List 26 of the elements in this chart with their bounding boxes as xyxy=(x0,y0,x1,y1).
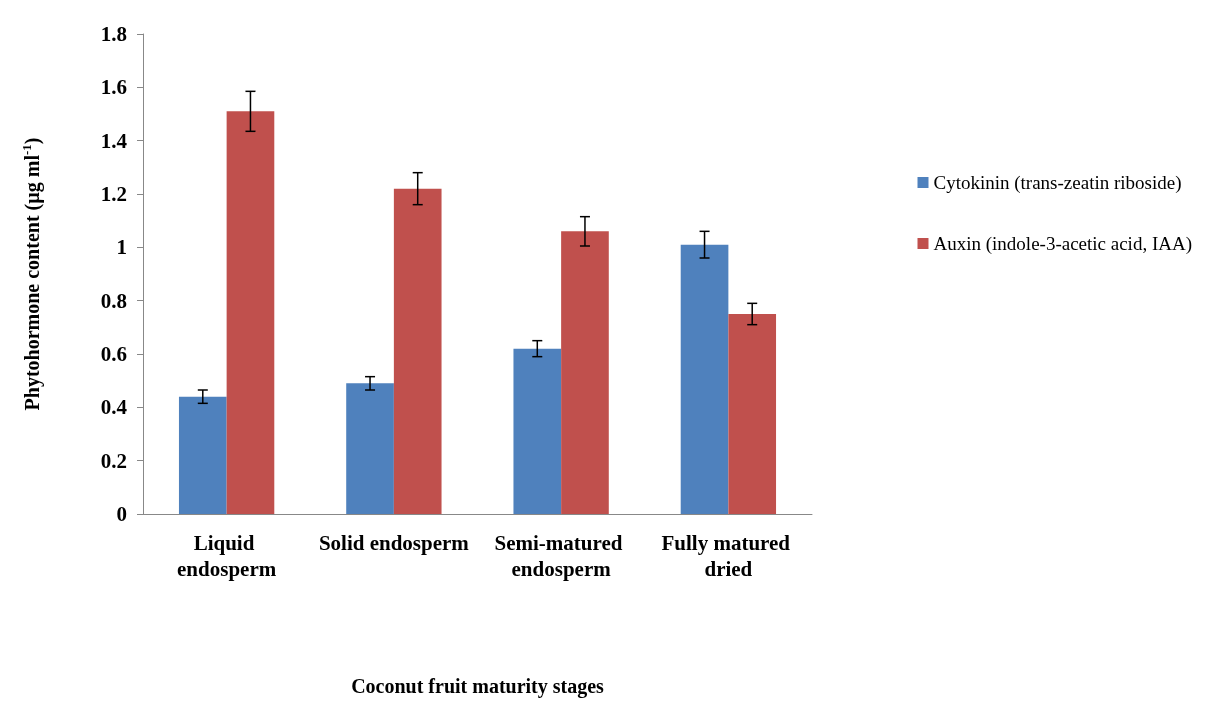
bar xyxy=(178,396,227,514)
y-tick-label: 1 xyxy=(116,235,127,260)
y-tick-label: 1.4 xyxy=(100,128,128,153)
x-tick-label: Fully matured dried xyxy=(661,531,796,581)
bar xyxy=(513,348,562,514)
bar xyxy=(728,314,777,514)
bar xyxy=(226,111,275,514)
y-tick-label: 1.2 xyxy=(100,182,127,206)
x-tick-label: Semi-matured endosperm xyxy=(494,531,628,581)
x-axis-title: Coconut fruit maturity stages xyxy=(351,675,605,698)
x-tick-label: Liquid endosperm xyxy=(177,531,277,581)
y-tick-label: 0 xyxy=(116,502,127,526)
legend-label: Cytokinin (trans-zeatin riboside) xyxy=(933,172,1182,194)
bar xyxy=(561,231,609,514)
y-axis-title: Phytohormone content (µg ml-1) xyxy=(19,137,44,411)
bar xyxy=(393,188,442,514)
x-tick-label: Solid endosperm xyxy=(318,531,470,555)
y-tick-label: 0.4 xyxy=(100,395,128,420)
bar xyxy=(346,383,394,514)
legend-label: Auxin (indole-3-acetic acid, IAA) xyxy=(933,233,1193,255)
y-tick-label: 1.8 xyxy=(100,22,127,46)
bar xyxy=(680,244,729,514)
y-tick-label: 0.8 xyxy=(100,288,127,313)
y-tick-label: 0.6 xyxy=(100,342,127,366)
y-tick-label: 1.6 xyxy=(100,75,127,100)
y-tick-label: 0.2 xyxy=(100,448,127,473)
